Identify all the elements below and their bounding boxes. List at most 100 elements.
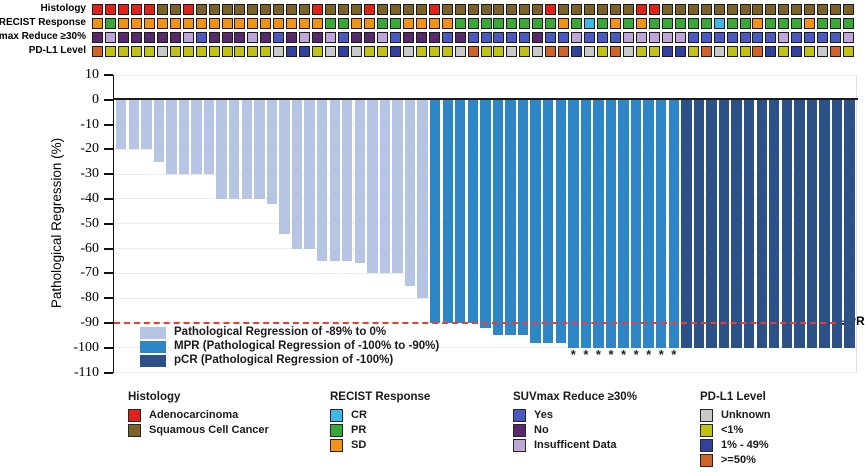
track-square-recist — [804, 18, 816, 29]
track-square-suvmax — [493, 32, 505, 43]
track-square-recist — [700, 18, 712, 29]
mpr-threshold-line — [114, 321, 836, 324]
track-square-recist — [376, 18, 388, 29]
bottom-legend-label: CR — [351, 408, 367, 421]
track-square-recist — [752, 18, 764, 29]
asterisk-marker: * — [583, 347, 589, 362]
track-square-suvmax — [441, 32, 453, 43]
bottom-legend-swatch — [700, 424, 713, 437]
track-square-pdl1 — [402, 46, 414, 57]
track-square-histology — [208, 4, 220, 15]
track-square-recist — [286, 18, 298, 29]
track-square-pdl1 — [843, 46, 855, 57]
track-square-histology — [545, 4, 557, 15]
track-square-suvmax — [92, 32, 103, 43]
track-square-histology — [791, 4, 803, 15]
track-square-suvmax — [752, 32, 764, 43]
track-square-histology — [739, 4, 751, 15]
track-square-pdl1 — [325, 46, 337, 57]
track-square-recist — [273, 18, 285, 29]
track-square-suvmax — [661, 32, 673, 43]
track-square-histology — [765, 4, 777, 15]
track-square-recist — [92, 18, 103, 29]
track-square-pdl1 — [713, 46, 725, 57]
track-square-histology — [467, 4, 479, 15]
track-square-pdl1 — [260, 46, 272, 57]
bar-patient-31 — [492, 100, 504, 336]
track-square-pdl1 — [441, 46, 453, 57]
y-tick-label: -50 — [80, 215, 99, 231]
track-square-histology — [480, 4, 492, 15]
track-square-recist — [661, 18, 673, 29]
track-square-recist — [299, 18, 311, 29]
y-tick-mark — [104, 222, 113, 225]
track-square-suvmax — [376, 32, 388, 43]
track-square-pdl1 — [571, 46, 583, 57]
track-square-suvmax — [584, 32, 596, 43]
bar-patient-13 — [266, 100, 278, 204]
track-square-histology — [234, 4, 246, 15]
track-square-histology — [648, 4, 660, 15]
track-square-recist — [726, 18, 738, 29]
track-square-recist — [480, 18, 492, 29]
track-square-recist — [843, 18, 855, 29]
track-square-pdl1 — [804, 46, 816, 57]
track-square-pdl1 — [726, 46, 738, 57]
track-square-recist — [467, 18, 479, 29]
track-square-suvmax — [545, 32, 557, 43]
y-tick-label: -110 — [73, 364, 99, 380]
track-square-histology — [597, 4, 609, 15]
bar-patient-51 — [743, 100, 755, 348]
bar-patient-36 — [555, 100, 566, 343]
track-square-recist — [415, 18, 427, 29]
track-square-pdl1 — [338, 46, 350, 57]
track-square-histology — [389, 4, 401, 15]
track-square-suvmax — [117, 32, 129, 43]
y-tick-mark — [104, 74, 113, 76]
track-square-histology — [674, 4, 686, 15]
track-square-pdl1 — [700, 46, 712, 57]
track-square-suvmax — [312, 32, 324, 43]
track-square-recist — [363, 18, 375, 29]
bar-patient-28 — [455, 100, 466, 323]
track-square-pdl1 — [428, 46, 440, 57]
bar-patient-9 — [216, 100, 227, 199]
track-square-pdl1 — [739, 46, 751, 57]
bar-patient-59 — [844, 100, 855, 348]
bar-patient-53 — [769, 100, 780, 348]
y-tick-mark — [104, 247, 113, 250]
plot-legend-swatch — [140, 326, 166, 339]
track-square-pdl1 — [247, 46, 259, 57]
bar-patient-43 — [643, 100, 654, 348]
track-square-suvmax — [260, 32, 272, 43]
track-square-pdl1 — [389, 46, 401, 57]
track-square-suvmax — [506, 32, 518, 43]
track-square-histology — [817, 4, 829, 15]
track-square-pdl1 — [622, 46, 634, 57]
zero-baseline — [112, 97, 858, 101]
bar-patient-58 — [831, 100, 843, 348]
bar-patient-37 — [568, 100, 579, 348]
y-tick-label: -60 — [80, 240, 99, 256]
track-square-suvmax — [143, 32, 155, 43]
track-square-recist — [571, 18, 583, 29]
track-square-suvmax — [558, 32, 570, 43]
track-square-recist — [713, 18, 725, 29]
y-tick-label: -20 — [80, 141, 99, 157]
bar-patient-17 — [316, 100, 328, 261]
track-square-histology — [299, 4, 311, 15]
track-square-pdl1 — [817, 46, 829, 57]
track-square-histology — [687, 4, 699, 15]
track-square-pdl1 — [597, 46, 609, 57]
plot-legend-swatch — [140, 354, 166, 367]
track-square-pdl1 — [545, 46, 557, 57]
bottom-legend-swatch — [700, 409, 713, 422]
bottom-legend-label: SD — [351, 438, 367, 451]
track-square-pdl1 — [467, 46, 479, 57]
bar-patient-49 — [718, 100, 730, 348]
bar-patient-48 — [706, 100, 717, 348]
track-square-recist — [104, 18, 116, 29]
track-square-histology — [117, 4, 129, 15]
bar-patient-5 — [166, 100, 177, 175]
gridline — [114, 372, 857, 373]
